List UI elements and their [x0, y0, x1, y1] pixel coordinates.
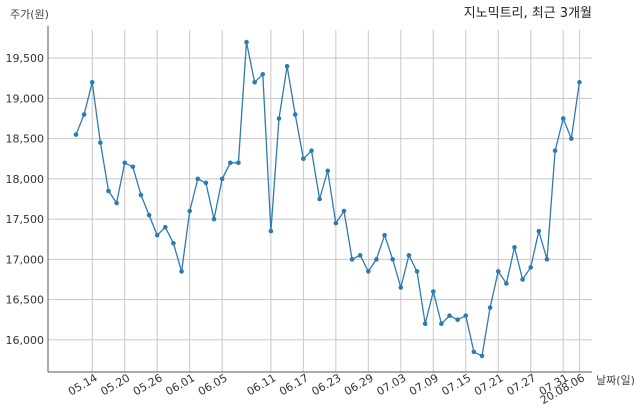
x-tick-label: 06.23 — [310, 371, 344, 398]
data-point — [179, 269, 184, 274]
y-tick-label: 19,000 — [6, 92, 45, 105]
data-point — [171, 240, 176, 246]
data-point — [552, 148, 558, 154]
y-tick-label: 16,000 — [6, 334, 45, 347]
data-point — [495, 269, 501, 274]
data-point — [130, 164, 136, 170]
data-point — [203, 180, 209, 186]
price-line — [75, 41, 581, 357]
data-point — [219, 176, 225, 182]
data-point — [284, 63, 290, 69]
data-point — [211, 216, 217, 222]
data-point — [398, 285, 404, 290]
data-point — [163, 224, 168, 230]
data-point — [187, 208, 192, 214]
data-point — [106, 188, 111, 194]
data-point — [439, 321, 444, 327]
data-point — [406, 253, 412, 258]
x-tick-label: 06.05 — [196, 371, 230, 398]
data-point — [89, 80, 95, 85]
y-axis-label: 주가(원) — [10, 8, 49, 21]
data-point — [577, 80, 582, 85]
data-point — [349, 257, 355, 262]
data-point — [146, 212, 152, 218]
data-point — [236, 160, 241, 166]
x-tick-label: 05.14 — [66, 371, 100, 398]
y-tick-label: 19,500 — [6, 52, 45, 65]
data-point — [317, 196, 322, 202]
data-point — [544, 257, 550, 262]
data-point — [154, 232, 160, 238]
x-tick-label: 07.21 — [472, 371, 506, 398]
data-point — [504, 281, 509, 286]
data-point — [114, 200, 119, 206]
data-point — [325, 168, 331, 174]
data-point — [528, 265, 534, 270]
data-point — [447, 313, 452, 318]
x-tick-label: 07.27 — [504, 371, 538, 398]
data-point — [569, 136, 574, 141]
y-tick-label: 18,000 — [6, 173, 45, 186]
data-point — [390, 257, 395, 262]
data-point — [422, 321, 428, 327]
data-point — [122, 160, 128, 166]
x-tick-label: 05.20 — [98, 371, 132, 398]
data-point — [292, 112, 298, 117]
data-point — [463, 313, 469, 318]
y-tick-label: 16,500 — [6, 294, 45, 307]
x-tick-label: 07.09 — [407, 371, 441, 398]
data-point — [560, 116, 566, 121]
x-tick-label: 07.03 — [375, 371, 409, 398]
x-tick-label: 06.29 — [342, 371, 376, 398]
data-point — [276, 116, 282, 121]
x-tick-label: 06.17 — [277, 371, 311, 398]
x-tick-label: 06.01 — [163, 371, 197, 398]
chart-title: 지노믹트리, 최근 3개월 — [464, 6, 592, 21]
data-point — [520, 277, 525, 282]
y-tick-label: 17,000 — [6, 253, 45, 266]
data-point — [487, 305, 493, 310]
x-tick-label: 07.15 — [439, 371, 473, 398]
data-point — [244, 39, 249, 45]
y-tick-label: 18,500 — [6, 133, 45, 146]
x-tick-label: 06.11 — [245, 371, 279, 398]
data-point — [73, 132, 79, 137]
data-point — [357, 253, 363, 258]
data-point — [309, 148, 314, 154]
axes — [47, 26, 592, 373]
data-point — [195, 176, 201, 182]
data-point — [333, 220, 339, 226]
data-point — [138, 192, 144, 198]
data-point — [455, 317, 460, 322]
x-tick-label: 05.26 — [131, 371, 165, 398]
x-axis-label: 날짜(일) — [596, 373, 635, 387]
data-point — [382, 232, 387, 238]
data-point — [374, 257, 379, 262]
data-point — [260, 71, 266, 77]
grid — [48, 30, 592, 372]
data-point — [252, 80, 257, 85]
data-point — [512, 244, 517, 250]
data-point — [341, 208, 347, 214]
y-tick-label: 17,500 — [6, 213, 45, 226]
data-point — [98, 140, 103, 145]
data-point — [536, 228, 542, 234]
data-point — [479, 353, 485, 359]
data-series — [73, 39, 582, 359]
data-point — [414, 269, 420, 274]
data-point — [227, 160, 233, 166]
data-point — [81, 112, 87, 117]
data-point — [430, 289, 436, 294]
data-point — [471, 349, 477, 355]
data-point — [366, 269, 371, 274]
data-point — [268, 228, 274, 234]
data-point — [301, 156, 306, 162]
